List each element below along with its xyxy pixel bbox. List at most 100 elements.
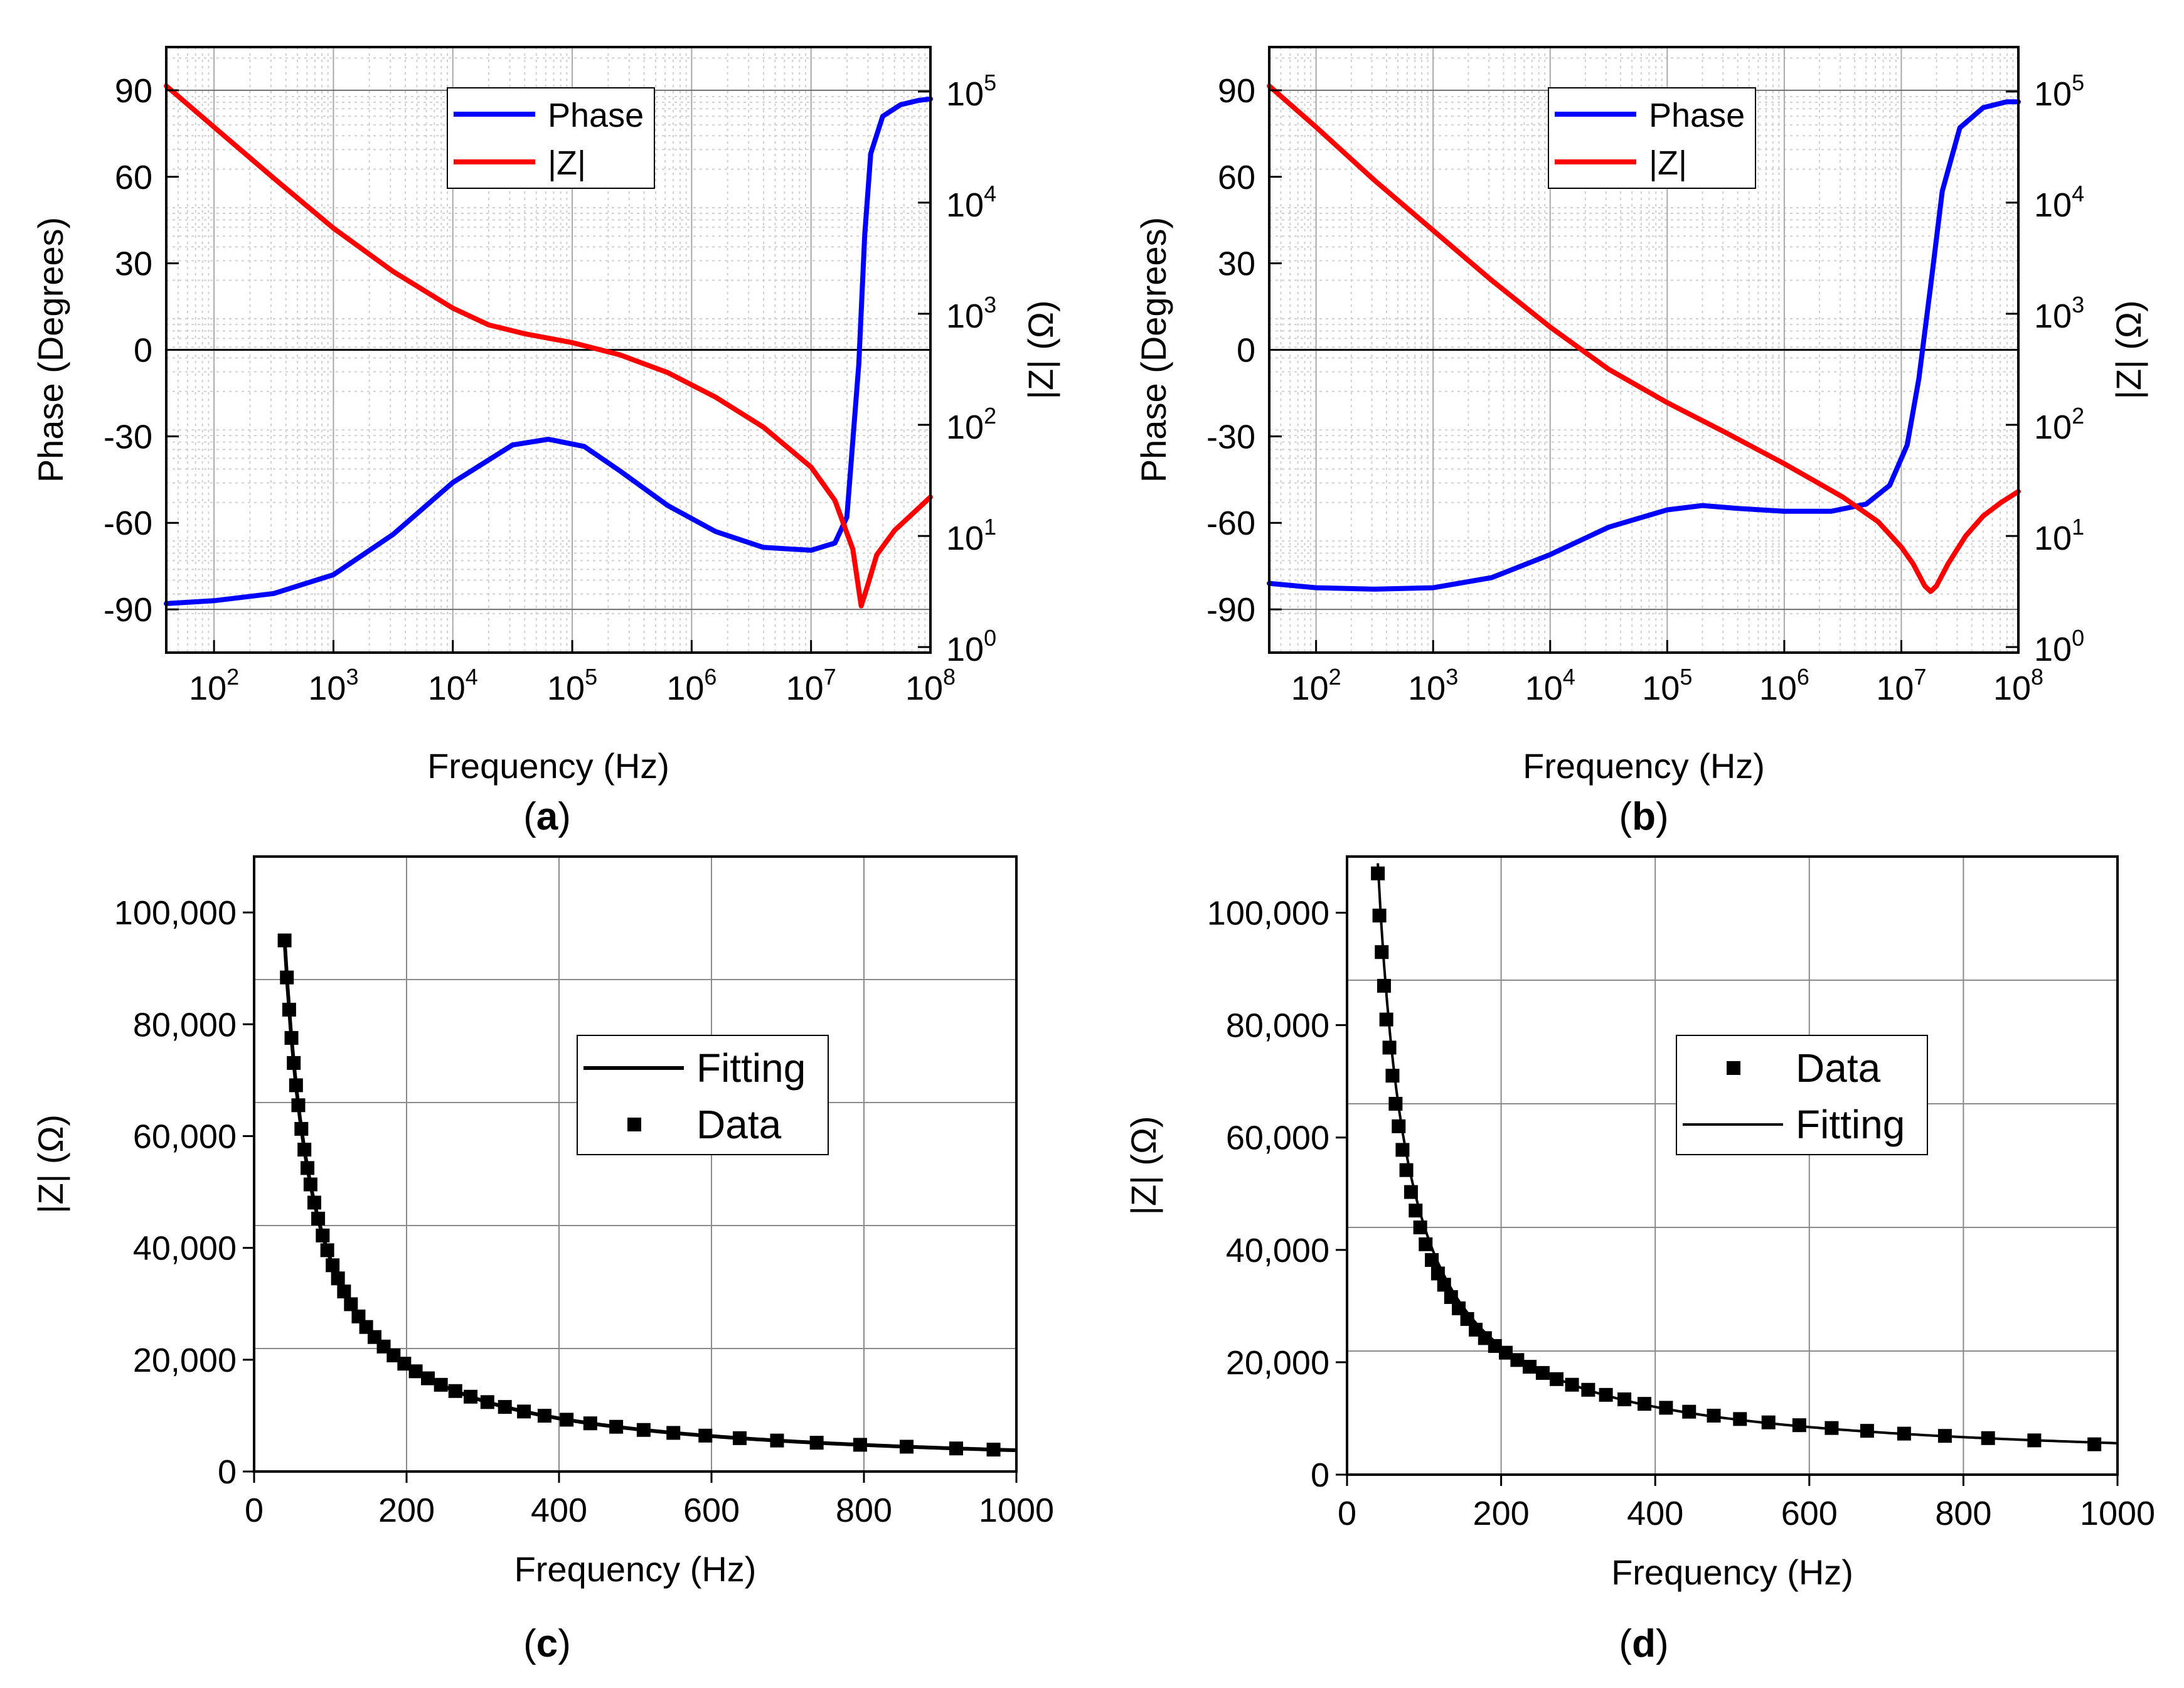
x-tick-label: 106 [666, 664, 716, 707]
y-tick-label-right: 104 [946, 181, 996, 224]
x-tick-label: 103 [1408, 664, 1458, 707]
y-tick-label: 40,000 [133, 1230, 237, 1268]
y-tick-label-left: -60 [1207, 505, 1255, 542]
data-point [1382, 1040, 1397, 1055]
y-tick-label: 20,000 [1226, 1344, 1329, 1382]
y-tick-label-left: -30 [1207, 418, 1255, 456]
data-point [1385, 1069, 1400, 1083]
data-point [287, 1055, 301, 1070]
y-tick-label-left: 90 [115, 72, 152, 110]
data-point [1498, 1345, 1513, 1360]
data-point [666, 1426, 681, 1440]
legend-swatch-data [1727, 1061, 1740, 1075]
data-point [301, 1161, 315, 1175]
data-point [397, 1357, 412, 1371]
data-point [853, 1438, 867, 1452]
x-tick-label: 600 [1781, 1495, 1838, 1532]
data-point [1379, 1012, 1393, 1027]
x-axis-title: Frequency (Hz) [1523, 746, 1765, 786]
data-point [294, 1121, 309, 1136]
y-tick-label: 100,000 [1207, 895, 1329, 932]
y-tick-label: 60,000 [1226, 1119, 1329, 1157]
x-tick-label: 1000 [2080, 1495, 2155, 1532]
data-point [698, 1428, 713, 1443]
y-tick-label: 100,000 [114, 894, 237, 932]
data-point [498, 1400, 512, 1414]
series-line-phase [164, 96, 933, 606]
y-tick-label: 80,000 [133, 1006, 237, 1044]
data-point [609, 1419, 624, 1434]
y-tick-label-right: 104 [2034, 181, 2084, 224]
y-tick-label-left: 30 [1218, 245, 1255, 283]
data-point [1388, 1097, 1403, 1111]
data-point [337, 1285, 351, 1299]
legend-swatch-data [627, 1118, 641, 1131]
data-point [331, 1271, 345, 1286]
data-point [320, 1243, 334, 1258]
data-point [480, 1395, 494, 1409]
data-point [1488, 1338, 1502, 1353]
legend-label-data: Data [1796, 1045, 1881, 1091]
legend-label-data: Data [696, 1102, 782, 1147]
y-tick-label-right: 100 [2034, 625, 2084, 668]
x-axis-title: Frequency (Hz) [427, 746, 669, 786]
x-tick-label: 400 [1627, 1495, 1683, 1532]
y-tick-label-left: 0 [134, 332, 152, 370]
y-tick-label-left: 30 [115, 245, 152, 283]
legend-label-impedance: |Z| [548, 144, 586, 182]
x-tick-label: 105 [547, 664, 597, 707]
y-axis-title-left: Phase (Degrees) [1134, 217, 1173, 483]
panel-caption: (c) [523, 1622, 571, 1665]
data-point [537, 1409, 551, 1423]
y-tick-label-right: 102 [2034, 403, 2084, 446]
y-axis-title-left: Phase (Degrees) [31, 217, 70, 483]
data-point [809, 1436, 824, 1450]
legend-label-fitting: Fitting [1796, 1102, 1905, 1147]
y-tick-label-right: 101 [2034, 514, 2084, 557]
x-tick-label: 107 [786, 664, 836, 707]
y-tick-label-right: 105 [2034, 70, 2084, 113]
panel-d-chart: 0 200 400 600 800 1000 0 20,000 40,000 60,000 80,0… [1124, 855, 2155, 1665]
data-point [284, 1031, 299, 1045]
y-tick-label-left: -60 [104, 505, 152, 542]
legend-box [1548, 87, 1756, 189]
y-tick-label: 40,000 [1226, 1232, 1329, 1269]
panel-b-chart: 102 103 104 105 106 107 108 90 60 30 0 -30 -60 -90 100… [1134, 46, 2148, 838]
data-point [307, 1195, 321, 1210]
panel-c-chart: 0 200 400 600 800 1000 0 20,000 40,000 60,000 80,0… [31, 855, 1054, 1665]
x-tick-label: 108 [1993, 664, 2043, 707]
panel-caption: (d) [1619, 1622, 1668, 1665]
data-point [448, 1384, 462, 1398]
x-tick-label: 105 [1642, 664, 1692, 707]
y-tick-label: 60,000 [133, 1118, 237, 1155]
data-point [277, 933, 292, 948]
plot-frame [1346, 855, 2119, 1476]
x-tick-label: 200 [378, 1492, 435, 1529]
data-point [311, 1211, 326, 1226]
data-point [280, 970, 294, 985]
panel-a-chart: 102 103 104 105 106 107 108 90 60 30 0 -30 -60 -90 100… [31, 46, 1060, 838]
y-axis-title-right: |Z| (Ω) [1021, 300, 1060, 399]
y-tick-label-left: -90 [104, 591, 152, 629]
x-tick-label: 800 [1935, 1495, 1991, 1532]
y-tick-label: 80,000 [1226, 1007, 1329, 1045]
legend-box [447, 87, 655, 189]
data-point [351, 1309, 366, 1323]
y-tick-label-right: 102 [946, 403, 996, 446]
y-axis-title-right: |Z| (Ω) [2109, 300, 2148, 399]
data-point [282, 1003, 296, 1017]
data-point [770, 1433, 784, 1448]
y-axis-title: |Z| (Ω) [1124, 1116, 1163, 1215]
y-axis-title: |Z| (Ω) [31, 1114, 70, 1214]
x-tick-label: 600 [683, 1492, 740, 1529]
x-axis-title: Frequency (Hz) [1611, 1552, 1853, 1592]
x-tick-label: 102 [189, 664, 239, 707]
data-point [289, 1078, 303, 1092]
y-tick-label-left: 60 [1218, 159, 1255, 196]
y-tick-label: 20,000 [133, 1342, 237, 1379]
x-axis-title: Frequency (Hz) [514, 1549, 757, 1589]
data-point [297, 1143, 312, 1157]
data-point [464, 1389, 478, 1404]
data-point [303, 1177, 317, 1192]
